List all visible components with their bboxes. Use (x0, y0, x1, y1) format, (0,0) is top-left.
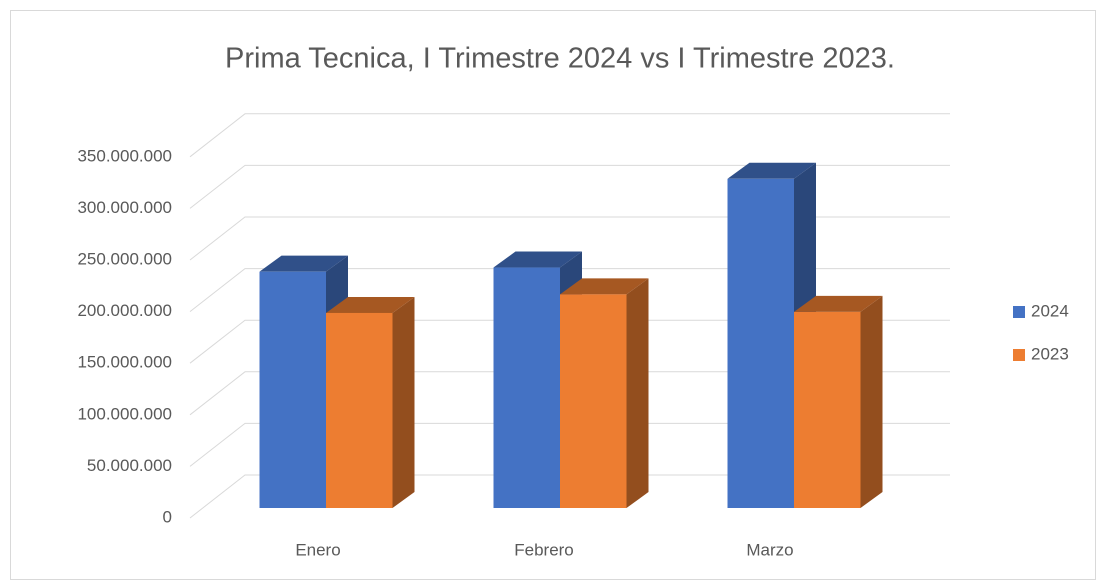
legend-label: 2024 (1031, 301, 1069, 320)
y-tick-label: 100.000.000 (77, 404, 172, 423)
bar-top (794, 295, 883, 312)
grid-line (189, 113, 950, 158)
y-tick-label: 200.000.000 (77, 301, 172, 320)
bar-side (392, 296, 415, 508)
grid-line (189, 164, 950, 209)
grid-line (189, 268, 950, 312)
bar-front (259, 271, 326, 508)
bar-top (259, 255, 348, 272)
grid-line (189, 216, 950, 261)
bar-top (727, 162, 816, 179)
bar-front (794, 311, 861, 508)
legend-swatch (1013, 306, 1025, 318)
bar (560, 278, 649, 508)
y-tick-label: 0 (163, 507, 172, 526)
bar (794, 295, 883, 508)
bar-top (493, 251, 582, 268)
legend-swatch (1013, 349, 1025, 361)
grid-line (189, 474, 950, 519)
x-tick-label: Enero (295, 540, 340, 559)
bar (326, 296, 415, 508)
grid-line (189, 319, 950, 364)
y-tick-label: 350.000.000 (77, 146, 172, 165)
y-tick-label: 50.000.000 (87, 456, 172, 475)
x-tick-label: Marzo (746, 540, 793, 559)
y-tick-label: 250.000.000 (77, 249, 172, 268)
bar-top (326, 296, 415, 313)
bar-front (727, 178, 794, 509)
x-tick-label: Febrero (514, 540, 574, 559)
y-tick-label: 300.000.000 (77, 198, 172, 217)
legend-label: 2023 (1031, 344, 1069, 363)
y-tick-label: 150.000.000 (77, 353, 172, 372)
chart-title: Prima Tecnica, I Trimestre 2024 vs I Tri… (225, 43, 895, 75)
bar-front (560, 294, 627, 508)
bar-side (626, 278, 649, 508)
bar-front (326, 312, 393, 508)
grid-line (189, 422, 950, 467)
grid-line (189, 371, 950, 416)
bar-top (560, 278, 649, 295)
bar-side (860, 295, 883, 508)
bar-front (493, 267, 560, 508)
